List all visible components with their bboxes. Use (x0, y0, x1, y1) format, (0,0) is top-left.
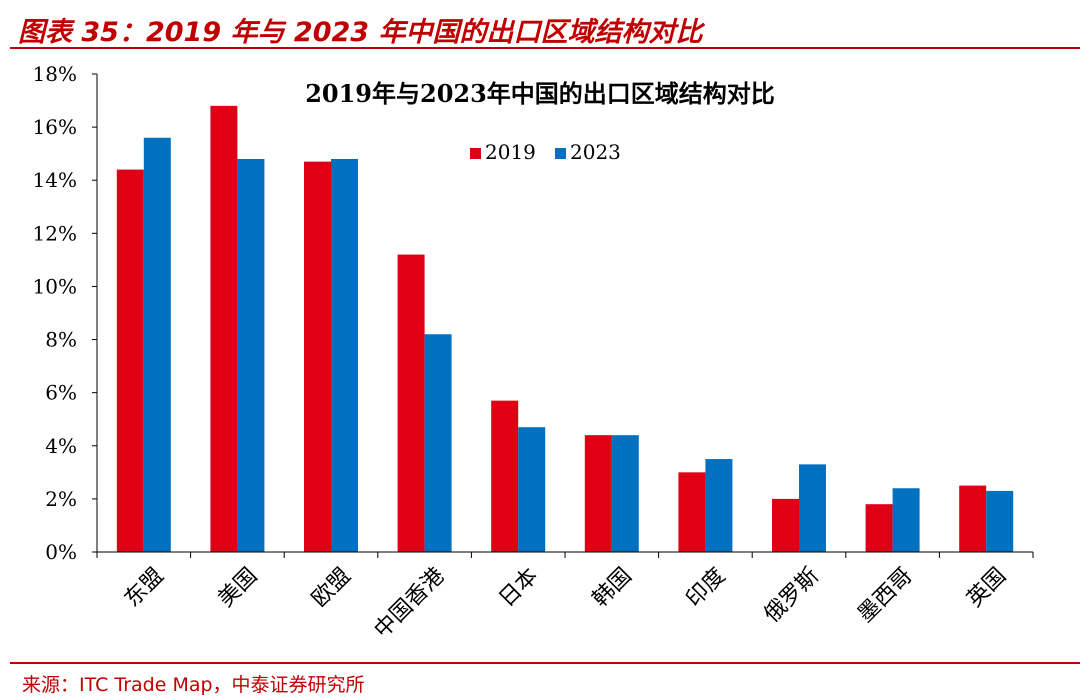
bar-2023 (611, 435, 639, 552)
bar-2023 (892, 488, 920, 552)
y-tick-label: 18% (33, 62, 77, 86)
y-tick-label: 14% (33, 168, 77, 192)
y-tick-label: 16% (33, 115, 77, 139)
header-rule (10, 47, 1080, 49)
legend-swatch-2023 (555, 148, 566, 159)
x-tick-label: 东盟 (120, 563, 169, 612)
figure-title: 图表 35：2019 年与 2023 年中国的出口区域结构对比 (18, 17, 703, 48)
x-tick-label: 日本 (494, 563, 543, 612)
x-tick-label: 韩国 (588, 563, 637, 612)
y-tick-label: 12% (33, 221, 77, 245)
y-tick-label: 10% (33, 274, 77, 298)
x-tick-label: 墨西哥 (853, 563, 917, 627)
bar-2019 (772, 498, 799, 552)
x-tick-label: 美国 (214, 563, 263, 612)
bar-2019 (678, 472, 706, 552)
x-tick-label: 英国 (962, 563, 1011, 612)
bar-2019 (397, 254, 425, 553)
bar-2023 (705, 459, 733, 552)
y-tick-label: 4% (45, 434, 77, 458)
x-axis: 东盟 美国 欧盟 中国香港 日本 韩国 印度 俄罗斯 墨西哥 英国 (96, 551, 1034, 643)
legend: 2019 2023 (470, 140, 621, 164)
y-tick-label: 0% (45, 540, 77, 564)
y-axis: 0% 2% 4% 6% 8% 10% 12% 14% 16% 18% (33, 62, 98, 564)
x-tick-label: 中国香港 (370, 563, 450, 643)
bar-2023 (518, 427, 546, 552)
bar-2023 (331, 158, 358, 552)
bar-2023 (237, 158, 265, 552)
bars (116, 105, 1014, 553)
bar-2019 (959, 485, 987, 552)
bar-2023 (799, 464, 826, 552)
bar-2019 (304, 161, 331, 552)
y-tick-label: 8% (45, 328, 77, 352)
source-note: 来源：ITC Trade Map，中泰证券研究所 (22, 674, 365, 696)
bar-2019 (210, 105, 238, 552)
chart-title: 2019年与2023年中国的出口区域结构对比 (305, 79, 775, 108)
x-tick-label: 俄罗斯 (760, 563, 824, 627)
footer-rule (10, 662, 1080, 664)
legend-label-2023: 2023 (570, 140, 621, 164)
bar-2019 (584, 435, 612, 552)
legend-label-2019: 2019 (485, 140, 536, 164)
y-tick-label: 6% (45, 381, 77, 405)
bar-2023 (143, 137, 171, 552)
bar-2023 (986, 490, 1014, 552)
x-tick-label: 印度 (682, 563, 731, 612)
bar-2019 (116, 169, 144, 552)
legend-swatch-2019 (470, 148, 481, 159)
bar-2023 (424, 334, 452, 552)
y-tick-label: 2% (45, 487, 77, 511)
bar-2019 (865, 504, 893, 552)
x-tick-label: 欧盟 (307, 563, 356, 612)
bar-2019 (491, 400, 519, 552)
